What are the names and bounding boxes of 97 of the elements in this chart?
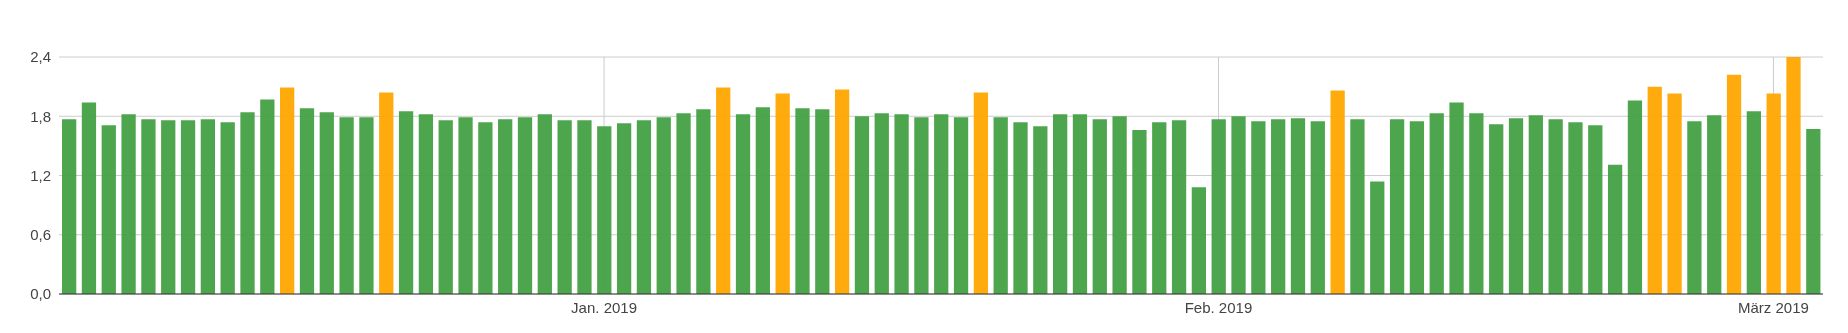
bar <box>161 120 176 294</box>
x-tick-label: März 2019 <box>1738 298 1809 316</box>
bar <box>716 87 731 294</box>
bar <box>1508 118 1524 294</box>
bar <box>1370 181 1385 294</box>
bar <box>1429 113 1444 294</box>
bar <box>973 92 988 294</box>
bar <box>1528 115 1543 294</box>
bar <box>1409 121 1425 294</box>
bar <box>220 122 235 294</box>
bar <box>1647 86 1662 294</box>
bar <box>438 120 453 294</box>
bar <box>1053 114 1068 294</box>
bar <box>636 120 652 294</box>
bar <box>81 102 97 294</box>
bar <box>1469 113 1484 294</box>
bar <box>141 119 156 294</box>
bar <box>795 108 810 294</box>
bar <box>418 114 434 294</box>
bar <box>101 125 116 294</box>
bar <box>458 117 473 294</box>
bar <box>755 107 770 294</box>
bar <box>1251 121 1266 294</box>
bar <box>1786 57 1801 294</box>
bar <box>914 117 929 294</box>
y-tick-label: 0,6 <box>30 226 51 244</box>
bar <box>1667 93 1682 294</box>
bar <box>577 120 592 294</box>
bar <box>260 99 275 294</box>
bar <box>379 92 394 294</box>
bar <box>1766 93 1781 294</box>
bar <box>616 123 632 294</box>
bar <box>815 109 830 294</box>
bar <box>1707 115 1722 294</box>
bar <box>200 119 216 294</box>
bar <box>656 117 671 294</box>
bar <box>1033 126 1048 294</box>
bar <box>1746 111 1761 294</box>
bar <box>280 87 295 294</box>
bar <box>1350 119 1365 294</box>
bar <box>1627 100 1643 294</box>
bar <box>894 114 909 294</box>
bar <box>62 119 77 294</box>
bar <box>1588 125 1603 294</box>
bar <box>1191 187 1207 294</box>
bar <box>1389 119 1405 294</box>
bar <box>834 89 850 294</box>
x-tick-label: Feb. 2019 <box>1184 298 1253 316</box>
bar <box>1568 122 1583 294</box>
bar <box>339 117 354 294</box>
y-tick-label: 1,2 <box>30 166 51 184</box>
bar <box>1152 122 1167 294</box>
bar <box>180 120 196 294</box>
bar <box>299 108 315 294</box>
bar <box>359 117 374 294</box>
bar <box>1072 114 1088 294</box>
bar <box>240 112 255 294</box>
bar <box>1607 164 1623 294</box>
bar <box>1231 116 1246 294</box>
bar <box>1211 119 1226 294</box>
y-tick-label: 1,8 <box>30 107 51 125</box>
bar <box>398 111 414 294</box>
bar <box>319 112 334 294</box>
bar <box>1489 124 1504 294</box>
bar <box>478 122 493 294</box>
bar <box>854 116 870 294</box>
bar <box>1290 118 1306 294</box>
bar <box>1449 102 1464 294</box>
bar <box>676 113 691 294</box>
bar <box>735 114 751 294</box>
bar <box>1132 130 1147 294</box>
bar <box>1013 122 1028 294</box>
bar <box>498 119 513 294</box>
bar <box>953 117 969 294</box>
bar <box>1112 116 1127 294</box>
bar <box>1271 119 1286 294</box>
bar <box>775 93 790 294</box>
bar <box>934 114 949 294</box>
y-tick-label: 2,4 <box>30 48 51 66</box>
bar <box>1726 74 1742 294</box>
bar <box>121 114 136 294</box>
y-tick-label: 0,0 <box>30 285 51 303</box>
bar <box>1092 119 1107 294</box>
bar <box>1330 90 1345 294</box>
bar <box>1687 121 1702 294</box>
bar <box>993 117 1008 294</box>
bar <box>1806 129 1821 294</box>
bar <box>1548 119 1563 294</box>
bar <box>696 109 711 294</box>
bar <box>537 114 552 294</box>
bar <box>874 113 889 294</box>
bar <box>557 120 572 294</box>
bar <box>597 126 612 294</box>
x-tick-label: Jan. 2019 <box>571 298 637 316</box>
bar <box>1171 120 1187 294</box>
bar <box>517 117 533 294</box>
bar <box>1310 121 1325 294</box>
